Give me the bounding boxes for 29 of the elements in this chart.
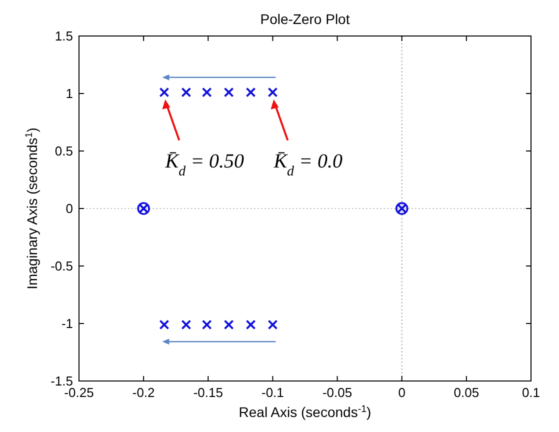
x-tick-label: -0.15 — [193, 385, 223, 400]
point — [202, 87, 212, 98]
y-tick-label: -1 — [61, 316, 73, 331]
point — [246, 320, 256, 330]
y-tick-label: 0 — [66, 201, 73, 216]
point — [181, 87, 192, 98]
y-tick-label: 1.5 — [54, 28, 73, 44]
y-tick-label: 1 — [66, 86, 73, 101]
point — [246, 87, 256, 98]
point — [224, 320, 234, 330]
x-tick-label: 0 — [398, 385, 406, 400]
y-tick-label: 0.5 — [54, 144, 73, 158]
x-tick-label: -0.1 — [262, 385, 284, 400]
y-tick-label: -0.5 — [50, 258, 73, 274]
annotation: K̄$_{d}$ = 0.0 — [272, 150, 343, 179]
x-tick-label: 0.05 — [454, 385, 480, 400]
point — [224, 87, 234, 98]
point — [181, 320, 192, 330]
annotation: K̄$_{d}$ = 0.50 — [164, 150, 244, 179]
point — [159, 320, 170, 330]
point — [202, 320, 212, 330]
chart-title: Pole-Zero Plot — [260, 11, 350, 27]
point — [268, 320, 278, 330]
point — [159, 87, 170, 98]
x-axis-title: Real Axis (seconds$^{-1}$) — [238, 404, 372, 420]
x-tick-label: -0.05 — [322, 385, 352, 400]
x-tick-label: 0.1 — [522, 385, 540, 400]
point — [268, 87, 278, 98]
x-tick-label: -0.2 — [132, 385, 155, 400]
